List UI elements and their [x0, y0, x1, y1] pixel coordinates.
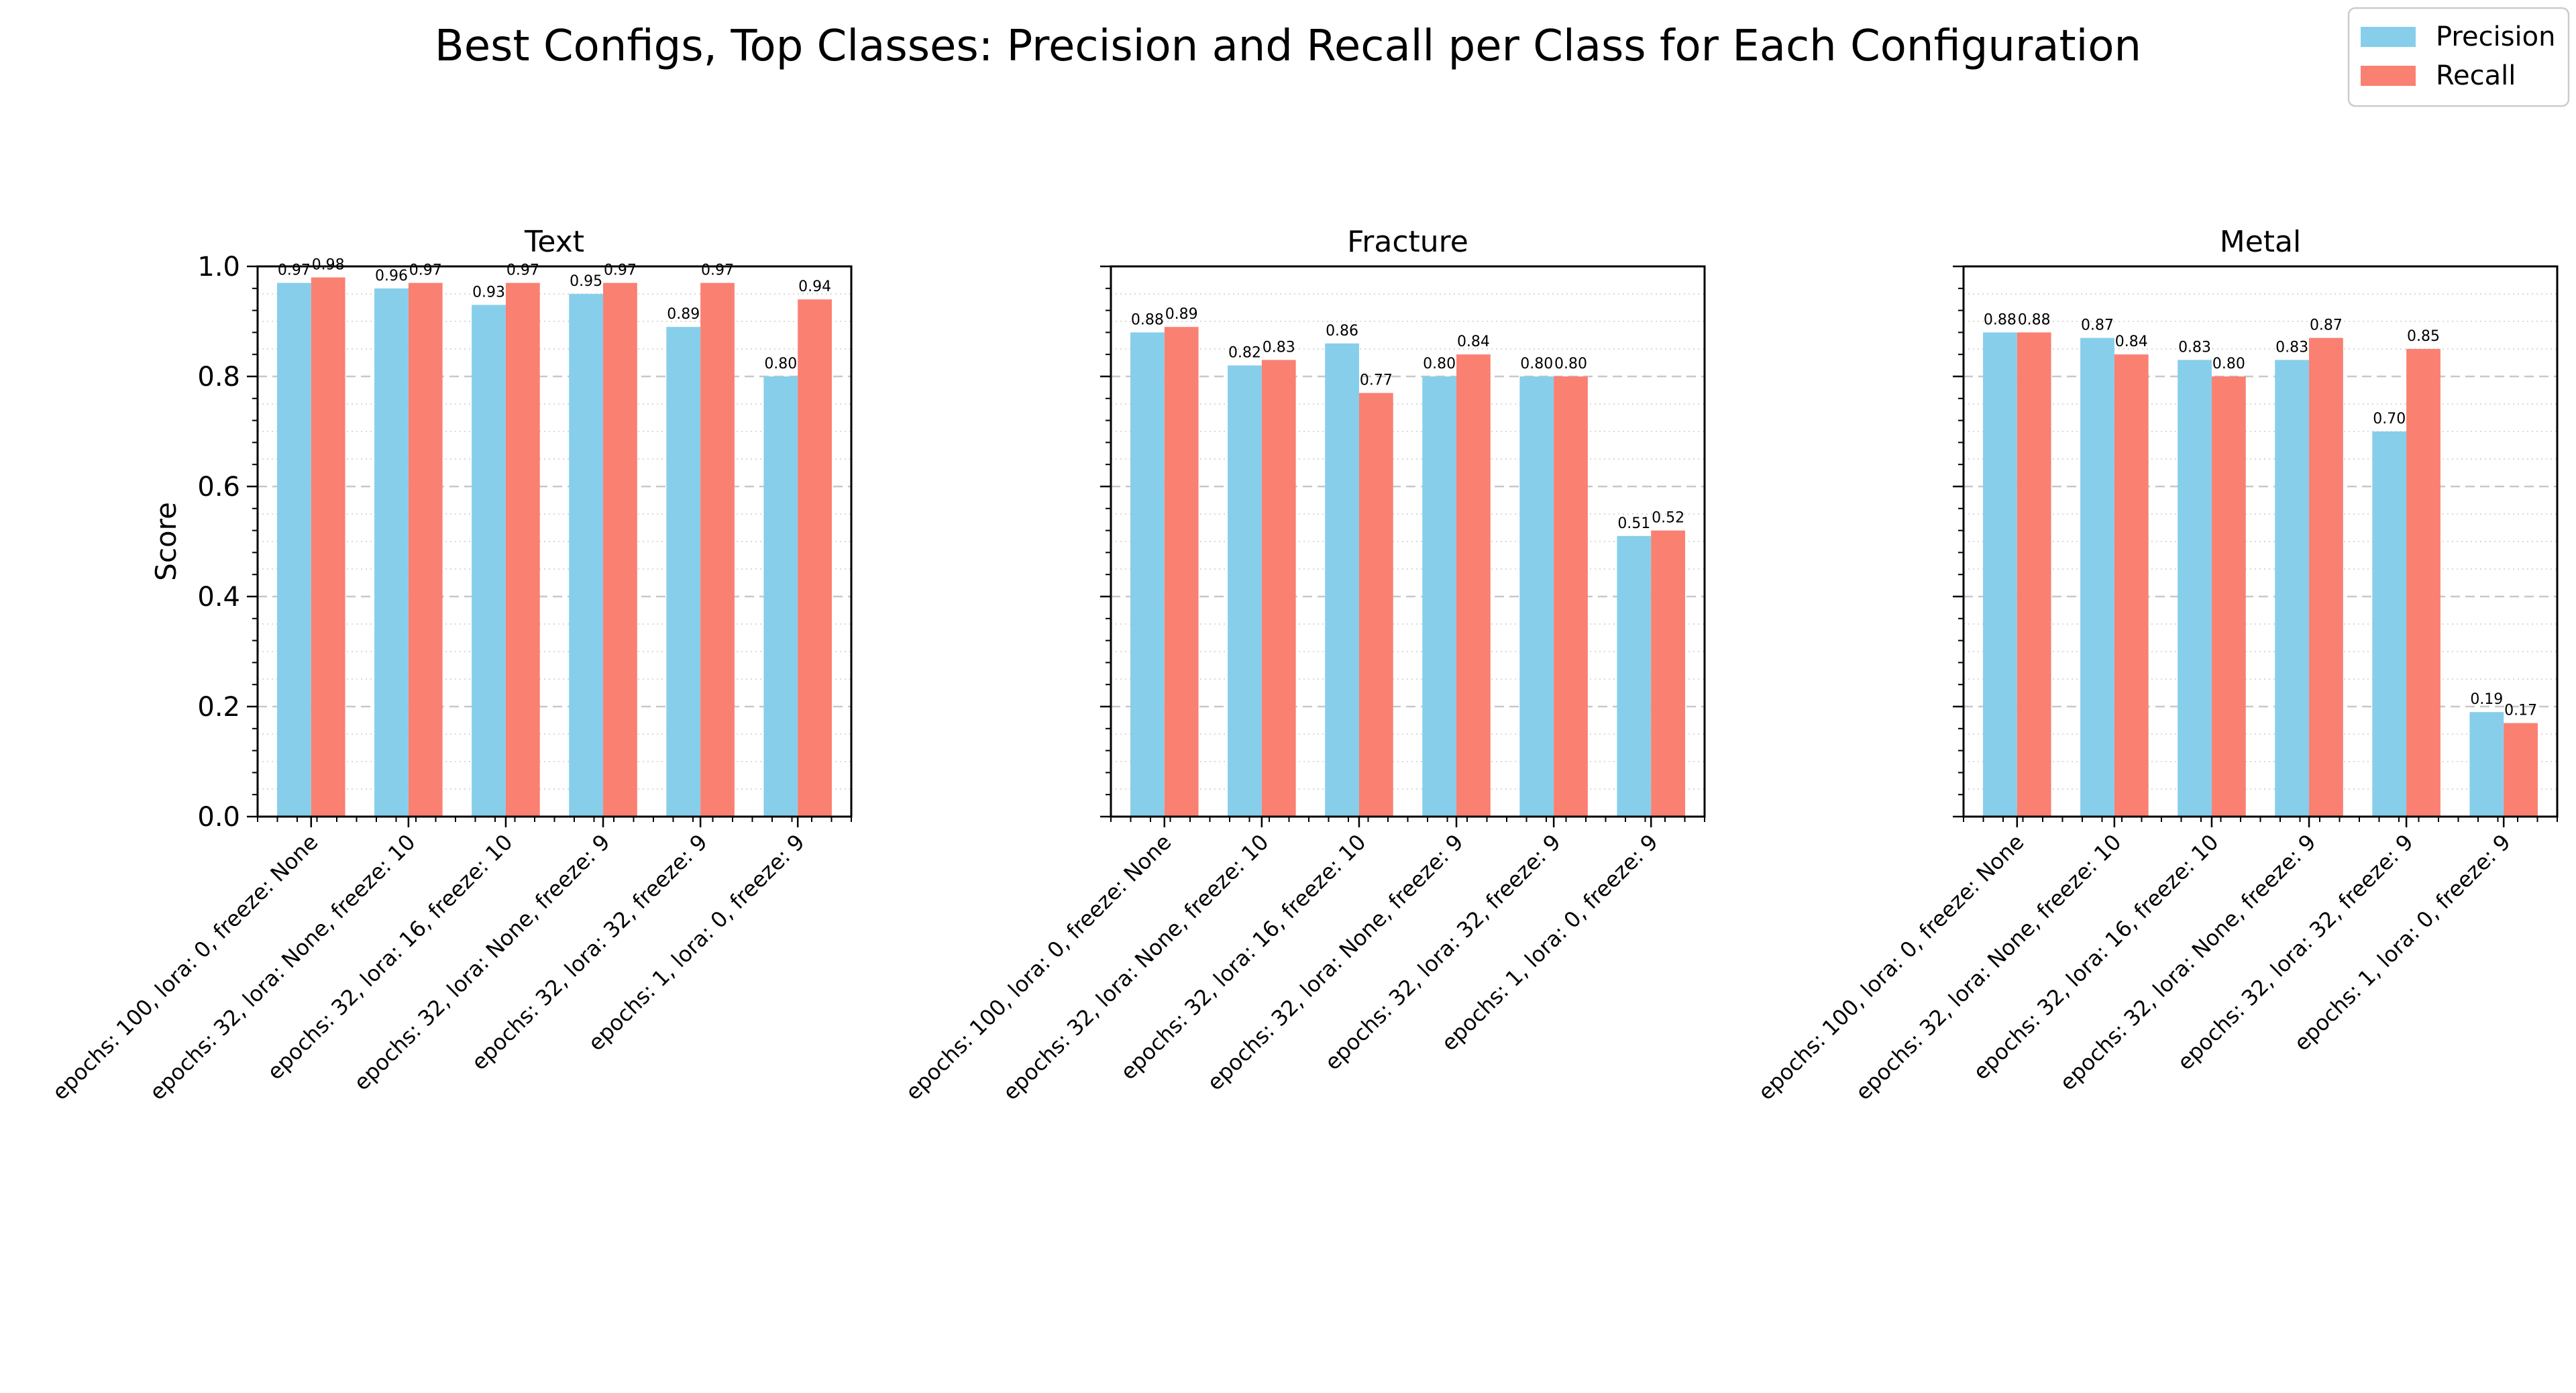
- bar-precision: [1519, 376, 1554, 817]
- bar-value-label: 0.94: [798, 278, 831, 295]
- bar-recall: [2017, 332, 2051, 817]
- bar-value-label: 0.80: [1423, 356, 1456, 372]
- x-tick-label: epochs: 1, lora: 0, freeze: 9: [2289, 829, 2516, 1056]
- legend: Precision Recall: [2347, 7, 2570, 107]
- bar-recall: [311, 277, 345, 817]
- bar-recall: [1651, 530, 1685, 817]
- bar-precision: [1130, 332, 1165, 817]
- bar-value-label: 0.80: [764, 356, 797, 372]
- bar-recall: [2114, 354, 2149, 817]
- bar-value-label: 0.70: [2373, 411, 2406, 427]
- bar-recall: [700, 282, 735, 817]
- bar-value-label: 0.84: [1457, 333, 1490, 350]
- bar-recall: [2504, 723, 2538, 817]
- bar-value-label: 0.89: [1165, 306, 1198, 323]
- bar-value-label: 0.89: [667, 306, 700, 323]
- bar-value-label: 0.97: [604, 262, 637, 279]
- bar-value-label: 0.93: [472, 284, 505, 301]
- bar-precision: [1422, 376, 1457, 817]
- y-axis-label: Score: [150, 502, 182, 581]
- y-tick-label: 0.6: [197, 472, 240, 503]
- bar-value-label: 0.98: [312, 256, 345, 273]
- bar-precision: [2178, 360, 2212, 817]
- bar-value-label: 0.97: [701, 262, 734, 279]
- bar-value-label: 0.82: [1228, 345, 1261, 362]
- bar-precision: [569, 294, 604, 817]
- y-tick-label: 0.8: [197, 362, 240, 393]
- bar-value-label: 0.88: [2018, 311, 2051, 328]
- x-tick-label: epochs: 1, lora: 0, freeze: 9: [1436, 829, 1663, 1056]
- bar-precision: [374, 288, 409, 817]
- bar-recall: [1456, 354, 1491, 817]
- bar-precision: [2469, 712, 2504, 817]
- bar-precision: [1228, 365, 1262, 817]
- bar-value-label: 0.84: [2115, 333, 2148, 350]
- bar-recall: [1358, 393, 1393, 817]
- bar-precision: [666, 327, 701, 817]
- bar-recall: [505, 282, 540, 817]
- bar-value-label: 0.87: [2310, 317, 2343, 334]
- bar-recall: [1261, 360, 1296, 817]
- bar-value-label: 0.19: [2470, 691, 2503, 708]
- bar-value-label: 0.96: [375, 268, 408, 285]
- bar-value-label: 0.85: [2407, 328, 2440, 345]
- legend-label-precision: Precision: [2436, 21, 2555, 52]
- bar-precision: [472, 305, 506, 817]
- bar-value-label: 0.88: [1131, 311, 1164, 328]
- x-tick-label: epochs: 1, lora: 0, freeze: 9: [583, 829, 810, 1056]
- panel-title: Text: [524, 225, 584, 259]
- bar-value-label: 0.97: [409, 262, 442, 279]
- bar-recall: [1554, 376, 1588, 817]
- legend-label-recall: Recall: [2436, 60, 2516, 91]
- bar-value-label: 0.51: [1617, 515, 1650, 532]
- bar-precision: [2080, 338, 2114, 817]
- bar-value-label: 0.86: [1326, 323, 1358, 340]
- bar-value-label: 0.80: [2212, 356, 2245, 372]
- panel-title: Metal: [2220, 225, 2301, 259]
- bar-value-label: 0.80: [1520, 356, 1553, 372]
- y-tick-label: 0.2: [197, 692, 240, 723]
- bar-precision: [277, 282, 311, 817]
- bar-recall: [1164, 327, 1199, 817]
- bar-value-label: 0.88: [1984, 311, 2017, 328]
- bar-value-label: 0.83: [2275, 339, 2308, 356]
- bar-precision: [1617, 535, 1652, 817]
- bar-precision: [2372, 431, 2407, 817]
- bar-value-label: 0.97: [506, 262, 539, 279]
- bar-value-label: 0.52: [1652, 510, 1684, 527]
- bar-value-label: 0.95: [570, 273, 602, 290]
- bar-value-label: 0.83: [1263, 339, 1295, 356]
- y-tick-label: 1.0: [197, 252, 240, 282]
- bar-recall: [798, 299, 832, 817]
- bar-value-label: 0.83: [2178, 339, 2211, 356]
- bar-value-label: 0.97: [278, 262, 311, 279]
- bar-value-label: 0.77: [1360, 372, 1393, 389]
- bar-value-label: 0.87: [2081, 317, 2114, 334]
- figure-title: Best Configs, Top Classes: Precision and…: [435, 21, 2141, 71]
- y-tick-label: 0.4: [197, 582, 240, 613]
- panel-title: Fracture: [1347, 225, 1468, 259]
- bar-precision: [1983, 332, 2017, 817]
- bar-recall: [2309, 338, 2343, 817]
- y-tick-label: 0.0: [197, 802, 240, 833]
- bar-recall: [603, 282, 637, 817]
- legend-swatch-precision: [2361, 27, 2416, 47]
- legend-swatch-recall: [2361, 66, 2416, 86]
- bar-precision: [2275, 360, 2310, 817]
- bar-recall: [408, 282, 443, 817]
- bar-value-label: 0.17: [2504, 703, 2537, 719]
- bar-value-label: 0.80: [1554, 356, 1587, 372]
- bar-recall: [2211, 376, 2246, 817]
- bar-precision: [1325, 343, 1359, 817]
- bar-precision: [763, 376, 798, 817]
- bar-recall: [2406, 349, 2440, 817]
